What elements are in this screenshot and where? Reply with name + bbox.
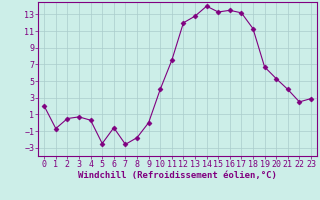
X-axis label: Windchill (Refroidissement éolien,°C): Windchill (Refroidissement éolien,°C) — [78, 171, 277, 180]
